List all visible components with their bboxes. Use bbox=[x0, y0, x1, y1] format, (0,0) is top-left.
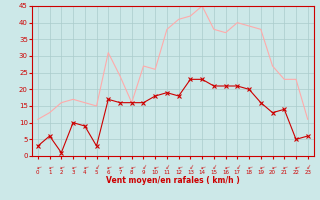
Text: ↙: ↙ bbox=[246, 164, 252, 171]
Text: ↓: ↓ bbox=[164, 164, 170, 171]
Text: ↓: ↓ bbox=[93, 164, 100, 171]
X-axis label: Vent moyen/en rafales ( km/h ): Vent moyen/en rafales ( km/h ) bbox=[106, 176, 240, 185]
Text: ↙: ↙ bbox=[269, 164, 276, 171]
Text: ↙: ↙ bbox=[82, 164, 88, 171]
Text: ↙: ↙ bbox=[117, 164, 123, 171]
Text: ↙: ↙ bbox=[222, 164, 229, 171]
Text: ↙: ↙ bbox=[35, 164, 41, 171]
Text: ↙: ↙ bbox=[175, 164, 182, 171]
Text: ↙: ↙ bbox=[152, 164, 158, 171]
Text: ↙: ↙ bbox=[58, 164, 65, 171]
Text: ↓: ↓ bbox=[305, 164, 311, 171]
Text: ↓: ↓ bbox=[211, 164, 217, 171]
Text: ↓: ↓ bbox=[234, 164, 241, 171]
Text: ↙: ↙ bbox=[105, 164, 111, 171]
Text: ↓: ↓ bbox=[140, 164, 147, 171]
Text: ↙: ↙ bbox=[293, 164, 299, 171]
Text: ↙: ↙ bbox=[281, 164, 287, 171]
Text: ↙: ↙ bbox=[129, 164, 135, 171]
Text: ↙: ↙ bbox=[46, 164, 53, 171]
Text: ↙: ↙ bbox=[258, 164, 264, 171]
Text: ↓: ↓ bbox=[187, 164, 194, 171]
Text: ↙: ↙ bbox=[70, 164, 76, 171]
Text: ↙: ↙ bbox=[199, 164, 205, 171]
